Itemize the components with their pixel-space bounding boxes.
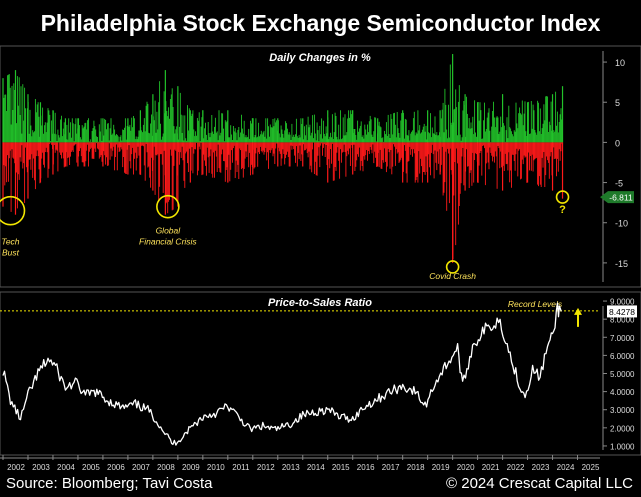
record-level-label: Record Levels (508, 299, 563, 309)
positive-bars (2, 54, 564, 143)
x-tick-label: 2015 (332, 463, 350, 472)
ps-y-tick-label: 7.0000 (610, 334, 635, 343)
daily-panel-title: Daily Changes in % (269, 52, 371, 64)
daily-y-tick-label: -10 (615, 219, 628, 229)
annotation-label: Tech (1, 237, 19, 247)
x-tick-label: 2011 (232, 463, 250, 472)
ps-y-tick-label: 6.0000 (610, 352, 635, 361)
x-tick-label: 2023 (532, 463, 550, 472)
annotation: Covid Crash (429, 260, 476, 281)
ps-panel-title: Price-to-Sales Ratio (268, 297, 372, 309)
ps-y-axis: 9.0000 8.0000 7.0000 6.0000 5.0000 4.0000 3.00… (602, 298, 635, 451)
annotation-circle (156, 194, 180, 219)
x-tick-label: 2020 (457, 463, 475, 472)
daily-y-tick-label: -5 (615, 179, 623, 189)
x-tick-label: 2009 (182, 463, 200, 472)
x-tick-label: 2018 (407, 463, 425, 472)
ps-panel-frame (0, 291, 641, 456)
ps-y-tick-label: 8.0000 (610, 316, 635, 325)
source-text: Source: Bloomberg; Tavi Costa (6, 475, 213, 492)
annotation-label: Bust (2, 248, 20, 258)
x-tick-label: 2010 (207, 463, 225, 472)
annotation-circle (445, 260, 460, 274)
daily-y-tick-label: 5 (615, 98, 620, 108)
ps-y-tick-label: 1.0000 (610, 442, 635, 451)
chart-title: Philadelphia Stock Exchange Semiconducto… (40, 10, 601, 36)
daily-last-value-tag (600, 191, 634, 204)
annotation-circle (555, 190, 570, 204)
x-tick-label: 2007 (132, 463, 150, 472)
annotation: ? (555, 190, 570, 216)
x-tick-label: 2025 (582, 463, 600, 472)
x-tick-label: 2024 (557, 463, 575, 472)
x-tick-label: 2022 (507, 463, 525, 472)
record-arrow-head (574, 307, 582, 315)
x-tick-label: 2002 (7, 463, 25, 472)
x-tick-label: 2003 (32, 463, 50, 472)
x-tick-label: 2017 (382, 463, 400, 472)
ps-y-tick-label: 9.0000 (610, 298, 635, 307)
ps-last-value-tag (607, 305, 637, 318)
daily-panel-frame (0, 45, 641, 288)
x-tick-label: 2014 (307, 463, 325, 472)
x-tick-label: 2013 (282, 463, 300, 472)
x-axis: 2002 2003 2004 2005 2006 2007 2008 2009 2010 2011… (0, 455, 600, 472)
ps-y-tick-label: 3.0000 (610, 406, 635, 415)
x-tick-label: 2004 (57, 463, 75, 472)
price-to-sales-panel: Price-to-Sales Ratio Record Levels 9.00008… (0, 291, 641, 456)
daily-changes-panel: Daily Changes in % 10 5 0 -5 -10 -15 -6.811 Tech… (0, 45, 641, 288)
daily-y-tick-label: -15 (615, 259, 628, 269)
daily-y-tick-label: 0 (615, 138, 620, 148)
x-tick-label: 2019 (432, 463, 450, 472)
ps-y-tick-label: 2.0000 (610, 424, 635, 433)
ps-last-value-label: 8.4278 (609, 307, 635, 317)
daily-last-value-label: -6.811 (609, 193, 633, 203)
x-tick-label: 2006 (107, 463, 125, 472)
annotation-label: Global (156, 226, 182, 236)
x-tick-label: 2008 (157, 463, 175, 472)
x-tick-label: 2021 (482, 463, 500, 472)
annotation-label: Financial Crisis (139, 237, 197, 247)
annotation-circle (0, 195, 26, 226)
daily-y-tick-label: 10 (615, 58, 625, 68)
daily-y-axis: 10 5 0 -5 -10 -15 (602, 51, 628, 282)
ps-y-tick-label: 4.0000 (610, 388, 635, 397)
ps-ratio-line (2, 302, 562, 446)
annotation-label: Covid Crash (429, 271, 476, 281)
ps-y-tick-label: 5.0000 (610, 370, 635, 379)
x-tick-label: 2005 (82, 463, 100, 472)
copyright-text: © 2024 Crescat Capital LLC (446, 475, 633, 492)
x-tick-label: 2012 (257, 463, 275, 472)
negative-bars (2, 142, 564, 263)
x-tick-label: 2016 (357, 463, 375, 472)
annotation-label: ? (559, 204, 566, 216)
